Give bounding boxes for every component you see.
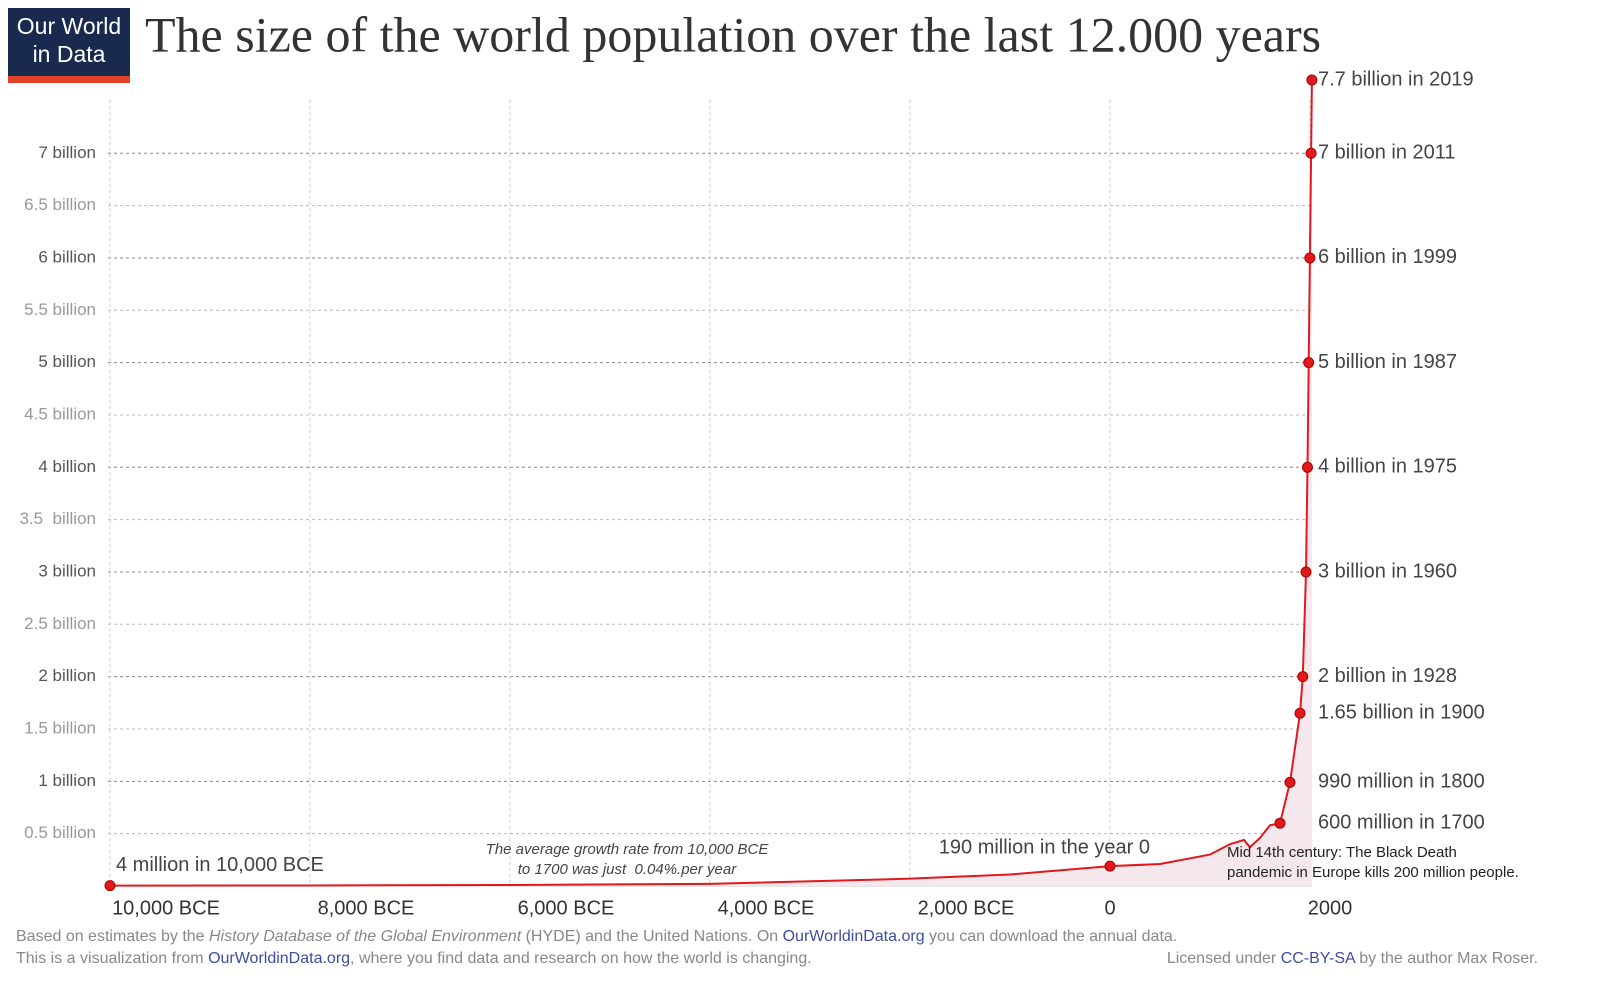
- area: [110, 80, 1312, 886]
- point: [1304, 252, 1316, 264]
- point: [1305, 147, 1317, 159]
- y-tick-label: 3.5 billion: [19, 509, 96, 528]
- line: [109, 79, 1313, 887]
- x-tick-label: 4,000 BCE: [718, 897, 815, 919]
- y-tick-label: 6.5 billion: [24, 195, 96, 214]
- x-tick-label: 6,000 BCE: [518, 897, 615, 919]
- point: [1297, 671, 1309, 683]
- link[interactable]: OurWorldinData.org: [783, 928, 925, 945]
- footer-text: This is a visualization from: [16, 950, 208, 967]
- link[interactable]: OurWorldinData.org: [208, 950, 350, 967]
- data-label: 190 million in the year 0: [939, 836, 1150, 858]
- footer-text: , where you find data and research on ho…: [350, 950, 812, 967]
- point: [1300, 566, 1312, 578]
- point: [1104, 860, 1116, 872]
- point: [104, 880, 116, 892]
- logo-box: [8, 8, 130, 76]
- x-tick-label: 2000: [1308, 897, 1353, 919]
- data-label: 7.7 billion in 2019: [1318, 68, 1474, 90]
- footer-line: This is a visualization from OurWorldinD…: [16, 950, 812, 967]
- footer-text: History Database of the Global Environme…: [209, 928, 522, 945]
- footer-text: Licensed under: [1167, 950, 1281, 967]
- footer-line: Based on estimates by the History Databa…: [16, 928, 1177, 945]
- annotation: Mid 14th century: The Black Death: [1227, 844, 1457, 861]
- point: [1303, 357, 1315, 369]
- footer-text: you can download the annual data.: [925, 928, 1178, 945]
- point: [1284, 776, 1296, 788]
- y-tick-label: 4 billion: [38, 457, 96, 476]
- y-tick-label: 0.5 billion: [24, 823, 96, 842]
- point: [1302, 461, 1313, 473]
- y-tick-label: 2 billion: [38, 666, 96, 685]
- footer-text: Based on estimates by the: [16, 928, 209, 945]
- y-tick-label: 4.5 billion: [24, 404, 96, 423]
- x-tick-label: 0: [1104, 897, 1115, 919]
- logo-text: in Data: [33, 41, 106, 67]
- y-tick-label: 2.5 billion: [24, 614, 96, 633]
- y-tick-label: 5.5 billion: [24, 300, 96, 319]
- y-tick-label: 3 billion: [38, 561, 96, 580]
- point: [1274, 817, 1286, 829]
- data-label: 990 million in 1800: [1318, 771, 1485, 793]
- license: Licensed under CC-BY-SA by the author Ma…: [1167, 950, 1538, 967]
- y-tick-label: 1 billion: [38, 771, 96, 790]
- data-label: 4 million in 10,000 BCE: [116, 854, 324, 876]
- logo-bar: [8, 76, 130, 83]
- annotation: to 1700 was just 0.04%.per year: [518, 861, 737, 878]
- data-label: 4 billion in 1975: [1318, 456, 1457, 478]
- x-tick-label: 2,000 BCE: [918, 897, 1015, 919]
- data-label: 6 billion in 1999: [1318, 246, 1457, 268]
- annotation: pandemic in Europe kills 200 million peo…: [1227, 864, 1519, 881]
- data-label: 3 billion in 1960: [1318, 560, 1457, 582]
- data-label: 600 million in 1700: [1318, 811, 1485, 833]
- data-label: 7 billion in 2011: [1318, 142, 1456, 164]
- y-tick-label: 6 billion: [38, 247, 96, 266]
- data-label: 1.65 billion in 1900: [1318, 702, 1485, 724]
- footer-text: (HYDE) and the United Nations. On: [521, 928, 782, 945]
- chart-title: The size of the world population over th…: [145, 6, 1321, 62]
- point: [1294, 707, 1306, 719]
- x-tick-label: 10,000 BCE: [112, 897, 220, 919]
- y-tick-label: 7 billion: [38, 143, 96, 162]
- data-label: 2 billion in 1928: [1318, 665, 1457, 687]
- x-tick-label: 8,000 BCE: [318, 897, 415, 919]
- data-label: 5 billion in 1987: [1318, 351, 1457, 373]
- y-tick-label: 1.5 billion: [24, 718, 96, 737]
- annotation: The average growth rate from 10,000 BCE: [486, 841, 770, 858]
- footer-text: by the author Max Roser.: [1355, 950, 1538, 967]
- point: [1306, 74, 1318, 86]
- link[interactable]: CC-BY-SA: [1281, 950, 1356, 967]
- y-tick-label: 5 billion: [38, 352, 96, 371]
- logo-text: Our World: [17, 13, 121, 39]
